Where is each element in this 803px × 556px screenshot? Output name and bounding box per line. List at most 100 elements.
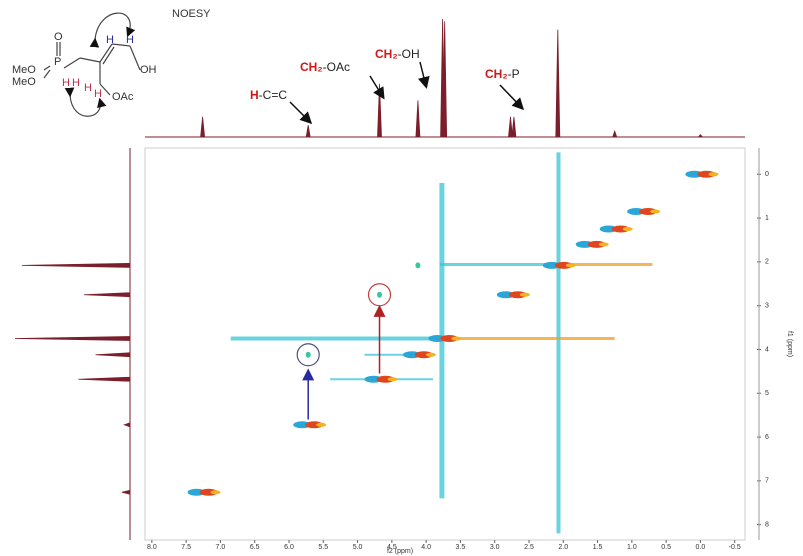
atom: H: [84, 82, 92, 94]
annotation-arrow: [499, 84, 525, 111]
f2-peak: [442, 21, 448, 138]
annotation-highlight: CH₂: [485, 67, 508, 81]
highlight-circle: [296, 343, 320, 367]
peak-part: [708, 172, 719, 177]
f2-peak: [200, 116, 206, 138]
atom: H: [94, 88, 102, 100]
peak-part: [697, 170, 716, 178]
diagonal-peak: [428, 335, 462, 343]
y-tick-label: 7: [765, 478, 769, 485]
annotation-highlight: CH₂: [300, 60, 323, 74]
diagonal-peak: [187, 488, 221, 496]
y-tick-label: 5: [765, 390, 769, 397]
x-tick-label: 4.0: [421, 544, 431, 551]
annotation-text: -C=C: [259, 88, 288, 102]
peak-part: [376, 375, 395, 383]
annotation-highlight: H: [250, 88, 259, 102]
annotation: CH₂-OH: [375, 47, 420, 61]
x-tick-label: 3.5: [456, 544, 466, 551]
x-tick-label: 4.5: [387, 544, 397, 551]
f2-peak: [697, 134, 704, 138]
x-tick-label: 0.5: [661, 544, 671, 551]
f1-peak: [14, 336, 131, 341]
x-tick-label: 1.0: [627, 544, 637, 551]
f1-peak: [95, 352, 131, 358]
cross-peak: [305, 351, 311, 358]
peak-part: [451, 336, 462, 341]
f1-peak: [21, 262, 131, 268]
peak-part: [414, 351, 433, 359]
x-tick-label: 0.0: [696, 544, 706, 551]
x-tick-label: 2.5: [524, 544, 534, 551]
atom: MeO: [12, 76, 36, 88]
plot-frame: [144, 147, 746, 541]
cross-peak: [415, 262, 421, 269]
y-tick-label: 0: [765, 171, 769, 178]
peak-part: [508, 291, 527, 299]
peak-part: [650, 209, 661, 214]
annotation: H-C=C: [250, 88, 287, 102]
chart-title: NOESY: [172, 8, 211, 20]
y-tick-label: 8: [765, 522, 769, 529]
peak-part: [305, 421, 324, 429]
atom: OH: [140, 64, 157, 76]
f1-peak: [83, 292, 131, 298]
peak-part: [387, 377, 398, 382]
molecule: [43, 12, 141, 117]
annotation-text: -OH: [398, 47, 420, 61]
x-tick-label: 3.0: [490, 544, 500, 551]
y-axis-label: f1 (ppm): [786, 331, 793, 357]
atom: H: [62, 77, 70, 89]
y-tick-label: 2: [765, 259, 769, 266]
atom: MeO: [12, 64, 36, 76]
diagonal-peak: [496, 291, 530, 299]
x-tick-label: 7.0: [216, 544, 226, 551]
x-tick-label: 5.5: [318, 544, 328, 551]
diagonal-peak: [575, 240, 609, 248]
y-tick-label: 4: [765, 346, 769, 353]
y-tick-label: 3: [765, 303, 769, 310]
peak-part: [316, 422, 327, 427]
f1-peak: [121, 489, 131, 495]
peak-part: [611, 225, 630, 233]
peak-part: [425, 352, 436, 357]
diagonal-peak: [685, 170, 719, 178]
peak-part: [598, 242, 609, 247]
atom: OAc: [112, 91, 134, 103]
annotation: CH₂-OAc: [300, 60, 350, 74]
f2-peak: [305, 125, 311, 138]
f1-peak: [78, 376, 131, 382]
x-tick-label: 6.0: [284, 544, 294, 551]
diagonal-peak: [542, 261, 576, 269]
x-tick-label: 8.0: [147, 544, 157, 551]
y-tick-label: 1: [765, 215, 769, 222]
peak-part: [554, 261, 573, 269]
peak-part: [519, 292, 530, 297]
f1-peak: [123, 422, 131, 428]
annotation-highlight: CH₂: [375, 47, 398, 61]
peak-part: [565, 263, 576, 268]
f2-peak: [377, 83, 382, 138]
annotation-arrow: [417, 61, 430, 89]
atom: O: [54, 31, 63, 43]
diagonal-peak: [364, 375, 398, 383]
diagonal-peak: [293, 421, 327, 429]
annotation-text: -OAc: [323, 60, 350, 74]
x-tick-label: 2.0: [558, 544, 568, 551]
annotation-arrow: [369, 75, 385, 100]
diagonal-peak: [402, 351, 436, 359]
peak-part: [639, 208, 658, 216]
f2-peak: [508, 116, 513, 138]
y-tick-label: 6: [765, 434, 769, 441]
f2-peak: [511, 116, 517, 138]
diagonal-peak: [627, 208, 661, 216]
annotation-text: -P: [508, 67, 520, 81]
molecule-labels: O P MeO MeO H H H H H H OH OAc NOESY: [12, 8, 211, 103]
x-axis-label: f2 (ppm): [387, 548, 413, 555]
peak-part: [440, 335, 459, 343]
x-tick-label: 1.5: [593, 544, 603, 551]
peak-part: [622, 227, 633, 232]
f2-peak: [415, 100, 421, 138]
x-tick-label: 6.5: [250, 544, 260, 551]
